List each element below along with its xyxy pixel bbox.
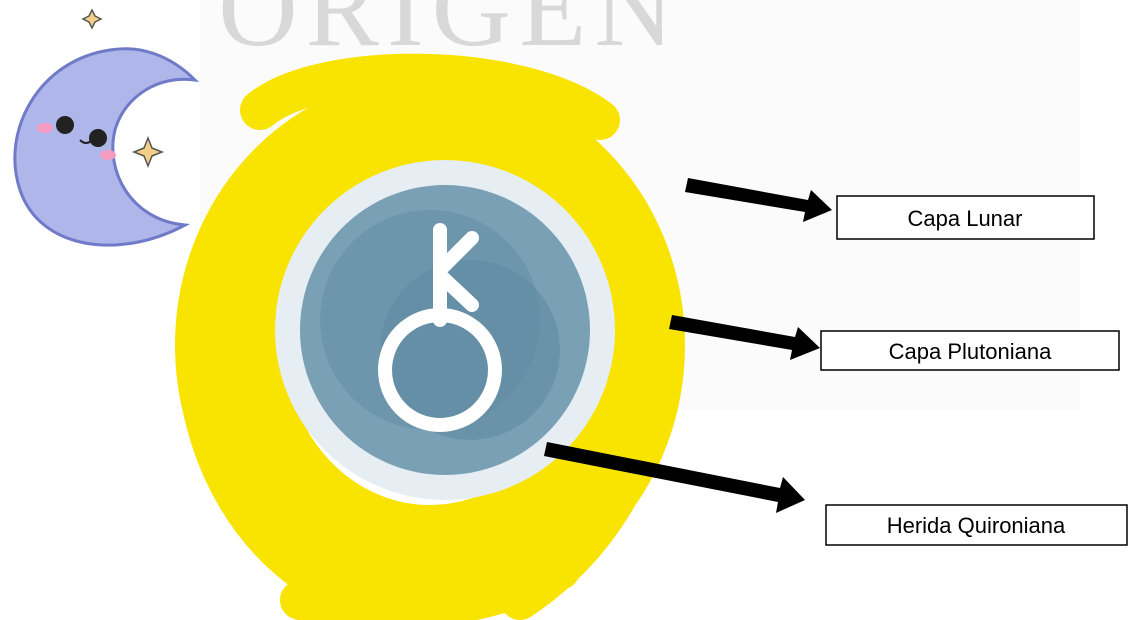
page: ORIGEN Capa Lunar Capa Plutoniana bbox=[0, 0, 1134, 620]
moon-icon bbox=[15, 10, 195, 245]
label: Capa Lunar bbox=[908, 206, 1023, 231]
diagram: ORIGEN Capa Lunar Capa Plutoniana bbox=[0, 0, 1134, 620]
label: Capa Plutoniana bbox=[889, 339, 1052, 364]
label: Herida Quironiana bbox=[887, 513, 1066, 538]
